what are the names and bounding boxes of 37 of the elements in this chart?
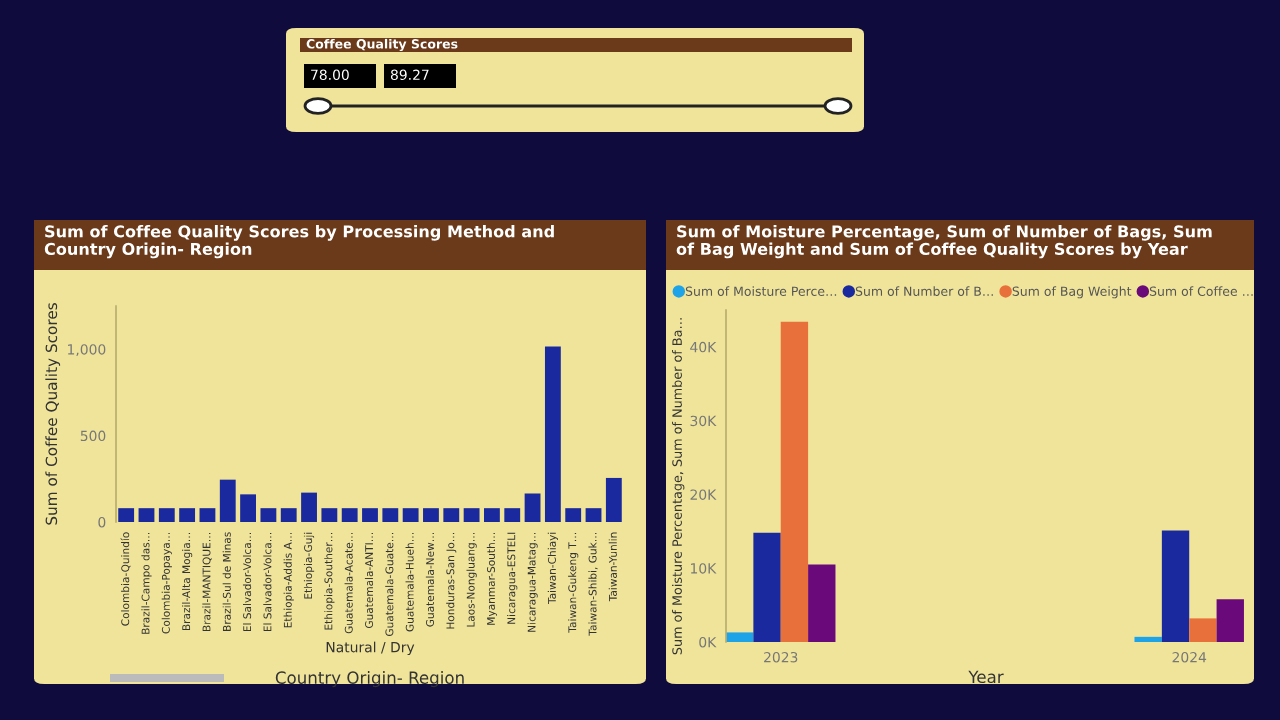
bar: [219, 479, 236, 522]
bar: [341, 508, 358, 522]
bar: [484, 508, 500, 522]
bar: [808, 564, 836, 642]
bar: [605, 477, 622, 522]
bar: [565, 508, 582, 522]
bar: [158, 508, 175, 522]
bar: [524, 493, 541, 522]
bar: [1161, 530, 1190, 642]
bar: [280, 508, 297, 522]
bar: [321, 508, 338, 522]
x-axis-title: Country Origin- Region: [275, 671, 464, 688]
chart-title: Sum of Moisture Percentage, Sum of Number of Bags, Sum of Bag Weight and Sum of Coffee Quality Scores by Year: [676, 225, 1212, 259]
bar: [199, 508, 216, 522]
bar: [260, 508, 277, 522]
bar: [138, 508, 155, 522]
bar: [423, 508, 439, 522]
bar: [753, 532, 781, 642]
bar: [726, 632, 754, 642]
bar: [1134, 636, 1162, 642]
bar: [780, 321, 809, 642]
bar: [1216, 599, 1244, 642]
chart-title: Sum of Coffee Quality Scores by Processing Method and Country Origin- Region: [44, 225, 554, 259]
bar: [1189, 618, 1217, 642]
bar: [402, 508, 419, 522]
bar: [301, 492, 317, 522]
bar: [504, 508, 521, 522]
bar: [443, 508, 460, 522]
bar: [362, 508, 378, 522]
x-axis-title: Year: [968, 670, 1004, 684]
bar: [118, 508, 135, 522]
bar: [382, 508, 399, 522]
bar: [463, 508, 480, 522]
bar: [585, 508, 602, 522]
bar: [544, 346, 561, 522]
bar: [179, 508, 196, 522]
bar: [240, 494, 256, 522]
